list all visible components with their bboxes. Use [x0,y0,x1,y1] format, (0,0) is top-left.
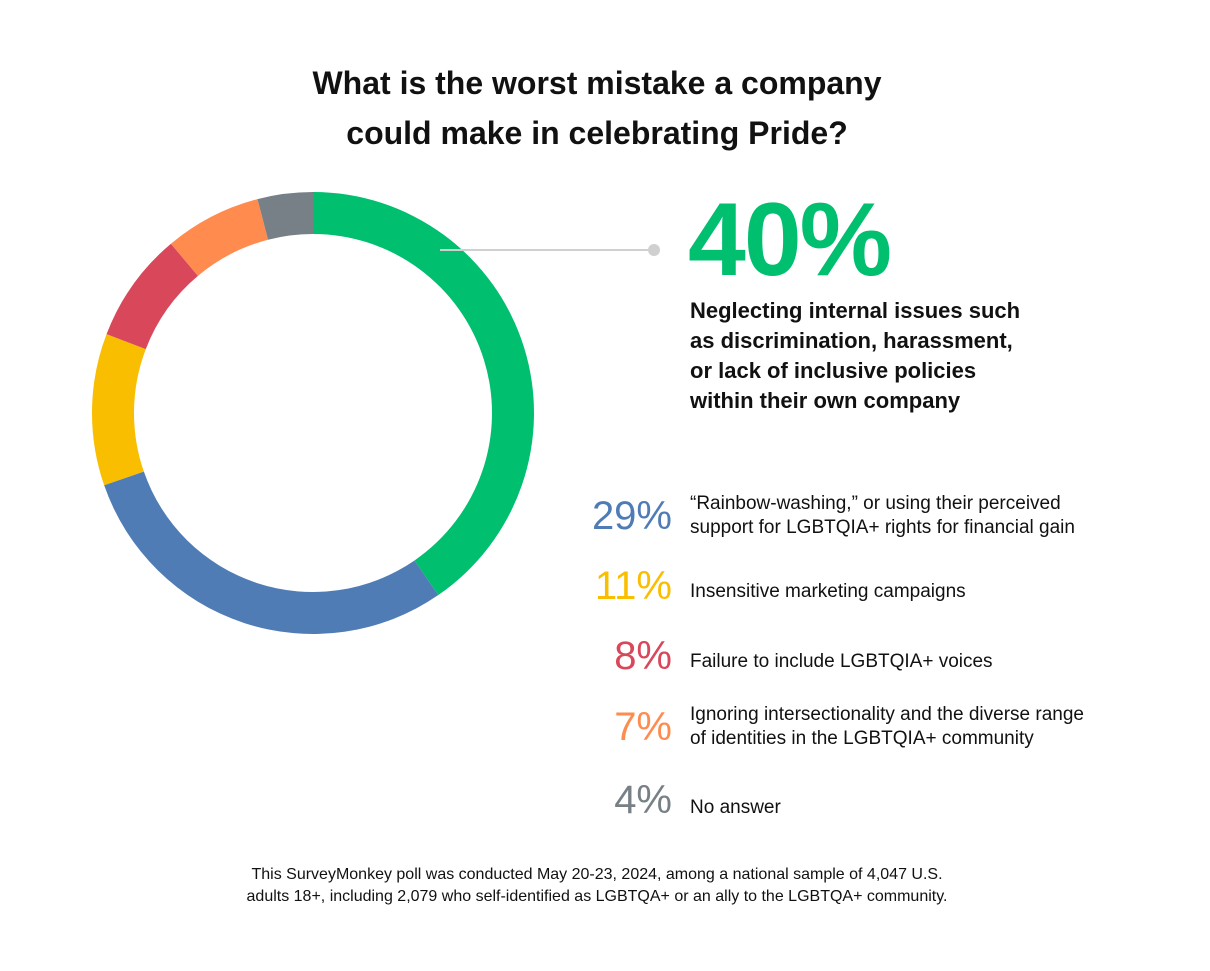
footnote-line: adults 18+, including 2,079 who self-ide… [246,888,948,905]
legend-label: Failure to include LGBTQIA+ voices [690,632,1170,692]
highlight-label-line: as discrimination, harassment, [690,328,1013,353]
legend-row-rainbow-washing: 29% “Rainbow-washing,” or using their pe… [560,486,1180,546]
chart-title-line: could make in celebrating Pride? [346,115,848,151]
legend-percent: 7% [614,705,672,749]
leader-line-dot [648,244,660,256]
legend-label-line: Failure to include LGBTQIA+ voices [690,651,993,672]
leader-line [440,244,660,256]
legend-row-no-answer: 4% No answer [560,770,1180,830]
legend-label-line: Ignoring intersectionality and the diver… [690,704,1084,725]
donut-slice-no-answer [257,192,313,240]
legend-percent: 11% [594,564,672,608]
legend-label-line: No answer [690,797,781,818]
legend-percent: 29% [591,494,672,538]
donut-slice-rainbow-washing [104,471,439,634]
legend-label: No answer [690,778,1170,838]
highlight-percent: 40% [688,182,892,298]
legend-row-insensitive-marketing: 11% Insensitive marketing campaigns [560,556,1180,616]
legend-label-line: Insensitive marketing campaigns [690,581,966,602]
legend-percent: 4% [614,778,672,822]
legend-row-failure-to-include: 8% Failure to include LGBTQIA+ voices [560,626,1180,686]
legend-label-line: support for LGBTQIA+ rights for financia… [690,517,1075,538]
footnote: This SurveyMonkey poll was conducted May… [0,864,1194,908]
legend-label: “Rainbow-washing,” or using their percei… [690,486,1170,546]
legend-label-line: “Rainbow-washing,” or using their percei… [690,493,1061,514]
footnote-line: This SurveyMonkey poll was conducted May… [251,866,943,883]
highlight-label-line: or lack of inclusive policies [690,358,977,383]
highlight-label-line: within their own company [690,388,961,413]
donut-chart [91,192,535,634]
donut-slice-ignoring-intersectionality [170,199,269,276]
legend-row-ignoring-intersectionality: 7% Ignoring intersectionality and the di… [560,697,1180,757]
highlight-label-line: Neglecting internal issues such [690,298,1021,323]
chart-title-line: What is the worst mistake a company [312,65,882,101]
legend-label: Ignoring intersectionality and the diver… [690,697,1170,757]
legend-label: Insensitive marketing campaigns [690,562,1170,622]
donut-slice-insensitive-marketing [91,334,146,486]
donut-slice-failure-to-include [106,243,198,350]
legend-percent: 8% [614,634,672,678]
donut-slice-neglecting-internal-issues [313,192,535,596]
legend-label-line: of identities in the LGBTQIA+ community [690,728,1034,749]
highlight-label: Neglecting internal issues such as discr… [690,296,1110,416]
chart-title: What is the worst mistake a company coul… [0,58,1194,158]
